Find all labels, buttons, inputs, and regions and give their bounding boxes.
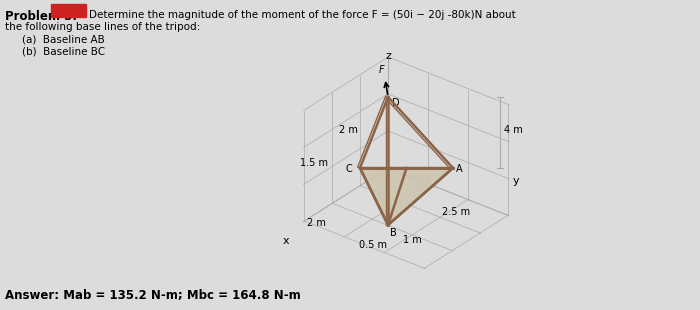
Text: the following base lines of the tripod:: the following base lines of the tripod:: [5, 22, 200, 32]
Polygon shape: [360, 168, 453, 225]
Text: 2 m: 2 m: [307, 218, 326, 228]
Text: y: y: [513, 176, 519, 186]
Text: 4 m: 4 m: [504, 125, 523, 135]
Text: z: z: [385, 51, 391, 61]
Text: C: C: [345, 164, 352, 174]
Text: (a)  Baseline AB: (a) Baseline AB: [22, 34, 105, 44]
Text: 0.5 m: 0.5 m: [359, 240, 387, 250]
Text: 2.5 m: 2.5 m: [442, 207, 470, 217]
Text: D: D: [392, 98, 400, 108]
Text: 1.5 m: 1.5 m: [300, 158, 328, 168]
Text: (b)  Baseline BC: (b) Baseline BC: [22, 46, 105, 56]
Text: B: B: [390, 228, 397, 238]
Text: Answer: Mab = 135.2 N-m; Mbc = 164.8 N-m: Answer: Mab = 135.2 N-m; Mbc = 164.8 N-m: [5, 289, 301, 302]
Bar: [51, 4, 86, 17]
Text: 1 m: 1 m: [402, 235, 421, 245]
Text: 2 m: 2 m: [339, 125, 358, 135]
Text: x: x: [282, 236, 289, 246]
Text: Determine the magnitude of the moment of the force F = (50i − 20j -80k)N about: Determine the magnitude of the moment of…: [89, 10, 516, 20]
Text: A: A: [456, 164, 463, 174]
Text: F: F: [379, 65, 384, 75]
Text: Problem 3:: Problem 3:: [5, 10, 77, 23]
